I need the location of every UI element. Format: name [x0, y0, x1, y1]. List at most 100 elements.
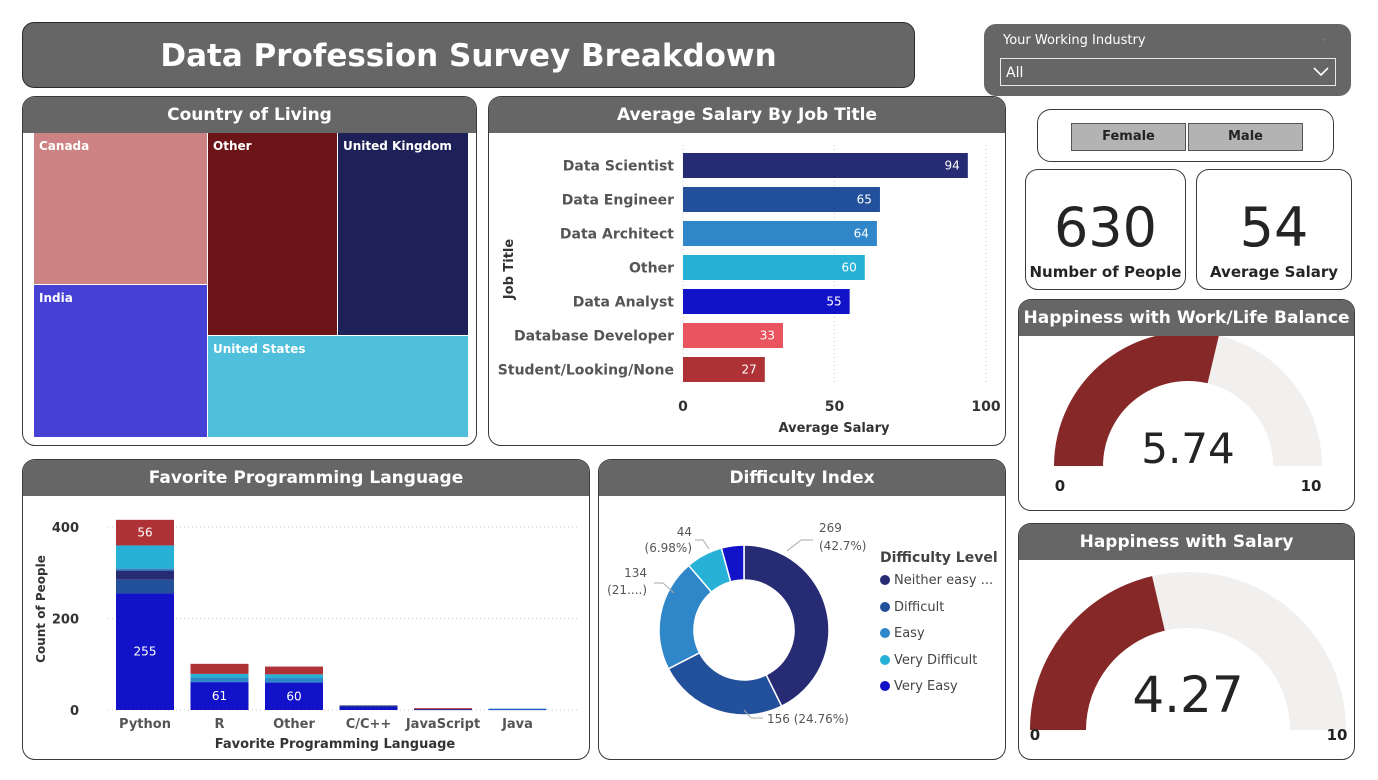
stacked-bar-segment[interactable]: [339, 706, 398, 710]
gauge-salary: 4.27 0 10: [1030, 572, 1347, 744]
slice-data-label: 44: [677, 525, 692, 539]
page-title: Data Profession Survey Breakdown: [22, 22, 915, 88]
treemap-cell-other[interactable]: Other: [208, 133, 338, 336]
industry-slicer: Your Working Industry ⌄ All: [984, 24, 1351, 96]
legend-item[interactable]: Easy: [880, 626, 925, 641]
slice-data-label: (21....): [607, 583, 647, 597]
gender-slicer: Female Male: [1037, 109, 1334, 162]
bar-data-label: 33: [760, 329, 775, 343]
legend-item[interactable]: Difficult: [880, 600, 944, 615]
kpi-people-value: 630: [1053, 196, 1158, 259]
stacked-bar-segment[interactable]: [116, 593, 174, 710]
legend-item[interactable]: Very Easy: [880, 679, 958, 694]
gauge-max-label: 10: [1301, 477, 1322, 495]
donut-slice[interactable]: [720, 544, 745, 583]
treemap-cell-united-states[interactable]: United States: [208, 336, 468, 437]
donut-slice[interactable]: [743, 544, 830, 708]
legend-item[interactable]: Neither easy ...: [880, 573, 993, 588]
kpi-average-salary: 54 Average Salary: [1196, 169, 1352, 290]
treemap-cell-united-kingdom[interactable]: United Kingdom: [338, 133, 468, 336]
legend-label: Easy: [894, 626, 925, 641]
slice-data-label: 134: [624, 566, 647, 580]
stacked-bar-segment[interactable]: [116, 568, 174, 571]
salary-chart-title: Average Salary By Job Title: [489, 97, 1005, 133]
category-label: Data Analyst: [573, 295, 675, 311]
legend-item[interactable]: Very Difficult: [880, 653, 977, 668]
stacked-bar-segment[interactable]: [116, 570, 174, 580]
chevron-down-icon: [1313, 67, 1329, 77]
treemap-cell-india[interactable]: India: [34, 285, 208, 437]
category-label: Java: [501, 717, 533, 732]
gauge-panel-salary: Happiness with Salary 4.27 0 10: [1018, 523, 1355, 760]
stacked-bar-segment[interactable]: [190, 673, 249, 678]
category-label: JavaScript: [405, 717, 480, 732]
stacked-bar-segment[interactable]: [265, 682, 323, 710]
stacked-bar-segment[interactable]: [190, 682, 249, 710]
salary-bar[interactable]: [683, 323, 783, 348]
salary-bar[interactable]: [683, 153, 968, 178]
leader-line: [654, 582, 675, 594]
category-label: Other: [629, 261, 674, 277]
x-tick-label: 0: [678, 399, 688, 415]
category-label: Data Engineer: [562, 193, 674, 209]
bar-data-label: 60: [286, 689, 301, 703]
category-label: R: [214, 717, 224, 732]
x-tick-label: 100: [971, 399, 1000, 415]
leader-line: [743, 709, 763, 719]
salary-bar[interactable]: [683, 289, 850, 314]
leader-line: [695, 539, 710, 550]
treemap-label: Other: [213, 139, 252, 153]
difficulty-chart-panel: Difficulty Index 269 (42.7%) 156 (24.76%) 1…: [598, 459, 1006, 760]
legend-label: Very Easy: [894, 679, 958, 694]
stacked-bar-segment[interactable]: [414, 708, 472, 710]
legend-dot: [880, 654, 890, 665]
treemap-cell-canada[interactable]: Canada: [34, 133, 208, 285]
language-chart-panel: Favorite Programming Language 0 200 400 255…: [22, 459, 590, 760]
bar-data-label: 56: [137, 526, 152, 540]
stacked-bar-segment[interactable]: [265, 674, 323, 678]
salary-bar[interactable]: [683, 187, 880, 212]
x-tick-label: 50: [825, 399, 845, 415]
stacked-bar-segment[interactable]: [265, 678, 323, 683]
stacked-bar-segment[interactable]: [116, 519, 174, 546]
gauge-title-salary: Happiness with Salary: [1019, 524, 1354, 560]
stacked-bar-segment[interactable]: [116, 579, 174, 594]
legend-dot: [880, 601, 890, 612]
stacked-bar-segment[interactable]: [190, 663, 249, 674]
salary-bar[interactable]: [683, 255, 865, 280]
stacked-bar-segment[interactable]: [339, 705, 398, 707]
category-label: Other: [273, 717, 315, 732]
bar-data-label: 60: [842, 261, 857, 275]
salary-bar[interactable]: [683, 357, 765, 382]
salary-bar[interactable]: [683, 221, 877, 246]
difficulty-legend-title: Difficulty Level: [880, 550, 998, 566]
legend-dot: [880, 628, 890, 638]
leader-line: [786, 539, 813, 552]
category-label: Data Architect: [560, 227, 674, 243]
dropdown-value: All: [1006, 65, 1024, 81]
stacked-bar-segment[interactable]: [265, 666, 323, 675]
male-button[interactable]: Male: [1188, 123, 1303, 151]
donut-slice[interactable]: [667, 651, 783, 716]
gauge-title-work-life: Happiness with Work/Life Balance: [1019, 300, 1354, 336]
legend-dot: [880, 575, 890, 585]
kpi-number-of-people: 630 Number of People: [1025, 169, 1186, 290]
slicer-label: Your Working Industry: [1003, 33, 1146, 48]
y-axis-title: Count of People: [34, 555, 48, 663]
slicer-collapse-icon[interactable]: ⌄: [1320, 31, 1330, 44]
bar-data-label: 94: [945, 159, 960, 173]
y-tick-label: 200: [52, 613, 79, 628]
stacked-bar-segment[interactable]: [190, 677, 249, 683]
treemap-label: Canada: [39, 139, 90, 153]
category-label: Database Developer: [514, 329, 674, 345]
gauge-value: 5.74: [1141, 424, 1235, 473]
salary-chart-panel: Average Salary By Job Title 94 Data Scien…: [488, 96, 1006, 446]
stacked-bar-segment[interactable]: [488, 708, 547, 710]
gauge-panel-work-life: Happiness with Work/Life Balance 5.74 0 10: [1018, 299, 1355, 511]
female-button[interactable]: Female: [1071, 123, 1186, 151]
y-axis-title: Job Title: [502, 239, 517, 301]
stacked-bar-segment[interactable]: [116, 545, 174, 569]
y-tick-label: 0: [70, 704, 79, 719]
gauge-fill: [1054, 336, 1219, 466]
industry-dropdown[interactable]: All: [1000, 58, 1336, 86]
